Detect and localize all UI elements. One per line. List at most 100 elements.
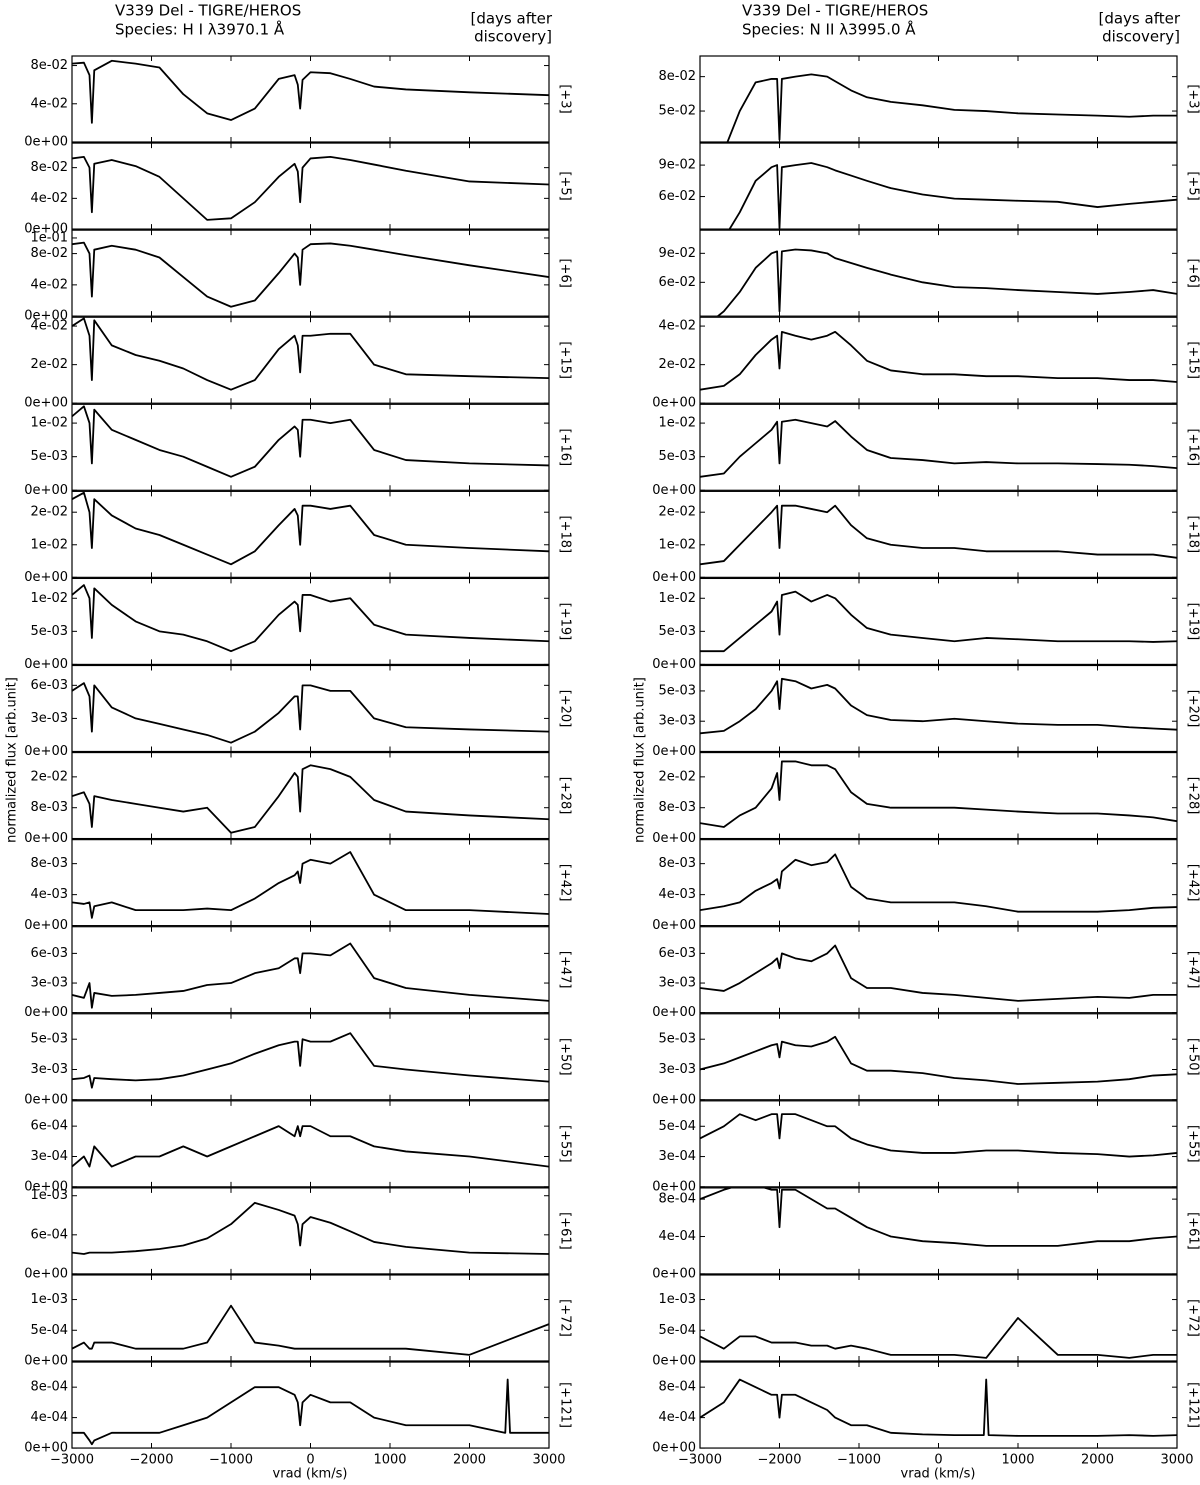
days-header: [days after [470, 10, 552, 28]
panel-frame [71, 142, 550, 230]
y-tick-label: 6e-04 [30, 1227, 68, 1242]
y-tick-label: 1e-01 [30, 230, 68, 245]
spectrum-line [700, 760, 1177, 828]
panel-frame [699, 577, 1178, 666]
y-tick-label: 0e+00 [24, 1005, 68, 1020]
day-label: [+121] [558, 1382, 573, 1428]
y-tick-label: 8e-04 [658, 1192, 696, 1207]
y-tick-label: 8e-02 [30, 246, 68, 261]
spectrum-line [716, 248, 1177, 317]
y-tick-label: 5e-02 [658, 104, 696, 119]
y-tick-label: 6e-03 [658, 946, 696, 961]
spectrum-line [72, 1378, 549, 1446]
y-tick-label: 0e+00 [652, 744, 696, 759]
column-title: V339 Del - TIGRE/HEROS [742, 2, 928, 20]
y-tick-label: 4e-02 [30, 319, 68, 334]
day-label: [+19] [558, 603, 573, 641]
y-tick-label: 0e+00 [24, 1441, 68, 1456]
y-tick-label: 0e+00 [24, 1092, 68, 1107]
x-axis-label: vrad (km/s) [273, 1467, 348, 1482]
day-label: [+61] [558, 1212, 573, 1250]
days-header: discovery] [474, 28, 552, 46]
y-tick-label: 0e+00 [652, 831, 696, 846]
spectrum-line [728, 162, 1177, 230]
spectrum-line [726, 73, 1177, 142]
y-tick-label: 0e+00 [24, 483, 68, 498]
y-tick-label: 4e-03 [658, 887, 696, 902]
spectrum-line [700, 1317, 1177, 1359]
day-label: [+28] [1186, 777, 1200, 815]
day-label: [+15] [1186, 341, 1200, 379]
y-tick-label: 0e+00 [24, 309, 68, 324]
spectrum-line [700, 1035, 1177, 1085]
y-tick-label: 2e-02 [658, 769, 696, 784]
column-subtitle: Species: N II λ3995.0 Å [742, 20, 916, 39]
day-label: [+3] [558, 84, 573, 113]
y-tick-label: 9e-02 [658, 158, 696, 173]
day-label: [+47] [558, 951, 573, 989]
y-tick-label: 6e-03 [30, 678, 68, 693]
panel-frame [71, 403, 550, 491]
day-label: [+50] [558, 1038, 573, 1076]
y-tick-label: 5e-03 [658, 449, 696, 464]
y-tick-label: 4e-02 [658, 319, 696, 334]
x-tick-label: 0 [306, 1453, 314, 1468]
y-tick-label: 3e-03 [30, 711, 68, 726]
y-tick-label: 2e-02 [30, 357, 68, 372]
day-label: [+28] [558, 777, 573, 815]
y-tick-label: 0e+00 [24, 135, 68, 150]
day-label: [+47] [1186, 951, 1200, 989]
spectrum-line [72, 491, 549, 566]
y-tick-label: 0e+00 [652, 1353, 696, 1368]
panel-frame [71, 490, 550, 578]
y-tick-label: 5e-03 [30, 449, 68, 464]
panel-frame [699, 664, 1178, 753]
y-tick-label: 9e-02 [658, 246, 696, 261]
panel-frame [71, 664, 550, 753]
day-label: [+5] [558, 171, 573, 200]
x-tick-label: −1000 [837, 1453, 881, 1468]
y-axis-label: normalized flux [arb.unit] [5, 677, 20, 843]
spectrum-line [72, 682, 549, 744]
y-tick-label: 5e-04 [30, 1323, 68, 1338]
day-label: [+16] [1186, 428, 1200, 466]
spectrum-line [72, 241, 549, 308]
day-label: [+19] [1186, 603, 1200, 641]
y-tick-label: 6e-03 [30, 946, 68, 961]
panel-frame [699, 490, 1178, 578]
panel-frame [699, 926, 1178, 1014]
spectrum-line [700, 853, 1177, 913]
y-tick-label: 5e-03 [658, 683, 696, 698]
day-label: [+72] [1186, 1299, 1200, 1337]
y-tick-label: 8e-04 [30, 1380, 68, 1395]
day-label: [+18] [1186, 516, 1200, 554]
day-label: [+20] [1186, 690, 1200, 728]
day-label: [+20] [558, 690, 573, 728]
panel-frame [699, 55, 1178, 143]
y-tick-label: 2e-02 [30, 505, 68, 520]
spectrum-line [700, 504, 1177, 566]
y-tick-label: 0e+00 [652, 657, 696, 672]
y-tick-label: 4e-04 [30, 1410, 68, 1425]
day-label: [+42] [558, 864, 573, 902]
y-tick-label: 5e-04 [658, 1323, 696, 1338]
spectrum-line [72, 764, 549, 834]
spectrum-line [72, 155, 549, 221]
x-axis-label: vrad (km/s) [901, 1467, 976, 1482]
x-tick-label: 1000 [1001, 1453, 1034, 1468]
spectrum-line [700, 590, 1177, 653]
y-tick-label: 3e-03 [30, 1062, 68, 1077]
y-tick-label: 6e-02 [658, 275, 696, 290]
y-tick-label: 0e+00 [24, 1179, 68, 1194]
panel-frame [71, 926, 550, 1014]
panel-frame [71, 55, 550, 143]
y-tick-label: 0e+00 [24, 222, 68, 237]
y-tick-label: 0e+00 [652, 483, 696, 498]
y-tick-label: 0e+00 [24, 744, 68, 759]
spectrum-line [700, 677, 1177, 735]
y-tick-label: 1e-02 [658, 537, 696, 552]
y-tick-label: 0e+00 [24, 396, 68, 411]
y-tick-label: 0e+00 [24, 918, 68, 933]
y-tick-label: 3e-03 [658, 976, 696, 991]
